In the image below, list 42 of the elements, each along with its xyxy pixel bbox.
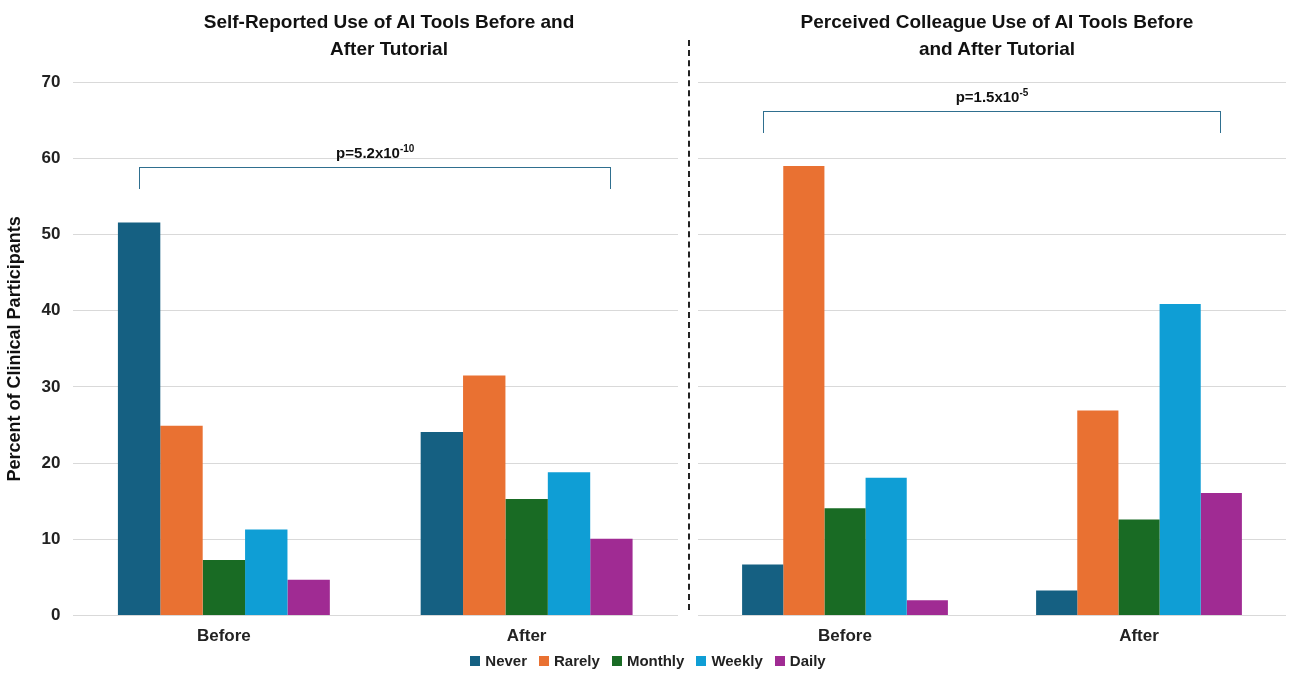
bar xyxy=(547,472,591,616)
y-tick-label: 70 xyxy=(41,71,61,91)
bar xyxy=(245,529,288,616)
legend-label: Weekly xyxy=(710,652,763,669)
legend-label: Rarely xyxy=(553,652,600,669)
bar xyxy=(1159,303,1201,616)
bar xyxy=(420,431,464,616)
annotation: p=5.2x10$^{-10}$ xyxy=(336,143,415,162)
bar xyxy=(160,425,203,616)
bar xyxy=(117,222,161,616)
bar xyxy=(505,499,548,616)
legend-label: Daily xyxy=(788,652,826,669)
bar xyxy=(202,559,246,616)
y-tick-label: 30 xyxy=(41,376,61,396)
x-tick-label: After xyxy=(506,626,547,646)
legend-label: Monthly xyxy=(625,652,685,669)
y-tick-label: 0 xyxy=(51,605,61,625)
bar xyxy=(287,579,330,616)
y-axis-title: Percent of Clinical Participants xyxy=(3,216,24,482)
y-tick-label: 60 xyxy=(41,148,61,168)
y-tick-label: 40 xyxy=(41,300,61,320)
bar xyxy=(742,564,784,616)
bar xyxy=(906,600,948,616)
bar xyxy=(783,166,825,616)
chart-title: Perceived Colleague Use of AI Tools Before and After Tutorial xyxy=(799,10,1195,61)
bar xyxy=(1036,590,1078,616)
bar xyxy=(824,508,866,616)
bar xyxy=(463,375,506,616)
bar xyxy=(1200,492,1242,616)
legend-label: Never xyxy=(484,652,528,669)
x-tick-label: Before xyxy=(196,626,251,646)
chart-title: Self-Reported Use of AI Tools Before and After Tutorial xyxy=(202,10,576,61)
bar xyxy=(590,538,633,616)
bar xyxy=(1118,519,1160,616)
bar xyxy=(1077,410,1119,616)
y-tick-label: 20 xyxy=(41,452,61,472)
y-tick-label: 50 xyxy=(41,224,61,244)
y-tick-label: 10 xyxy=(41,529,61,549)
x-tick-label: Before xyxy=(818,626,872,646)
bar xyxy=(865,477,907,616)
annotation: p=1.5x10$^{-5}$ xyxy=(955,87,1029,106)
x-tick-label: After xyxy=(1119,626,1160,646)
